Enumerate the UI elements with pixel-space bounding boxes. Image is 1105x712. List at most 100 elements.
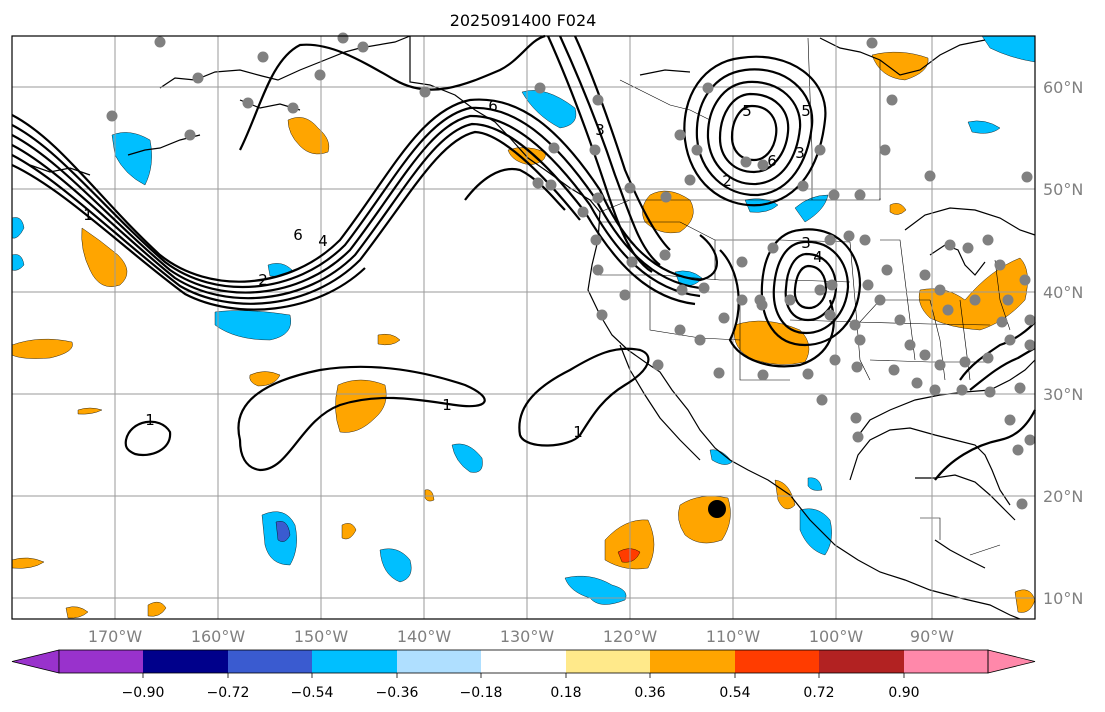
contour-line <box>124 420 172 457</box>
station-marker <box>1024 434 1036 446</box>
contour-line <box>934 409 1036 481</box>
contour-label: 3 <box>801 234 811 252</box>
station-marker <box>736 294 748 306</box>
contour-line <box>730 104 778 162</box>
station-marker <box>982 234 994 246</box>
positive-patch <box>81 227 128 287</box>
station-marker <box>626 256 638 268</box>
latitude-labels: 60°N 50°N 40°N 30°N 20°N 10°N <box>1043 78 1083 608</box>
colorbar <box>11 649 1036 678</box>
contour-label: 4 <box>813 248 823 266</box>
station-marker <box>192 72 204 84</box>
contour-line <box>558 35 661 266</box>
station-marker <box>652 359 664 371</box>
station-marker <box>589 144 601 156</box>
lon-label-160w: 160°W <box>191 627 246 646</box>
contour-label: 5 <box>742 102 752 120</box>
lat-label-20n: 20°N <box>1043 487 1083 506</box>
station-marker <box>816 394 828 406</box>
station-marker <box>994 259 1006 271</box>
station-marker <box>756 299 768 311</box>
station-marker <box>814 284 826 296</box>
station-marker <box>676 284 688 296</box>
colorbar-extend-low <box>11 649 60 674</box>
contour-line <box>11 130 581 305</box>
station-marker <box>797 180 809 192</box>
colorbar-segment <box>143 650 228 673</box>
station-marker <box>1002 294 1014 306</box>
station-marker <box>1024 339 1036 351</box>
station-marker <box>698 282 710 294</box>
colorbar-segment <box>481 650 566 673</box>
lon-label-100w: 100°W <box>809 627 864 646</box>
station-marker <box>924 170 936 182</box>
lat-label-30n: 30°N <box>1043 385 1083 404</box>
station-marker <box>962 242 974 254</box>
station-marker <box>942 304 954 316</box>
station-marker <box>862 279 874 291</box>
station-marker <box>984 386 996 398</box>
negative-patch <box>521 90 577 129</box>
colorbar-tick-label: 0.90 <box>888 685 919 701</box>
contour-line <box>695 68 814 197</box>
station-marker <box>959 356 971 368</box>
contour-label: 3 <box>595 121 605 139</box>
contour-label: 5 <box>801 102 811 120</box>
station-marker <box>592 94 604 106</box>
colorbar-segment <box>819 650 904 673</box>
contour-line <box>793 264 828 310</box>
lon-label-90w: 90°W <box>910 627 954 646</box>
contour-line <box>518 347 650 447</box>
positive-patch <box>377 333 401 346</box>
station-marker <box>944 239 956 251</box>
storm-center-marker <box>708 500 726 518</box>
station-marker <box>854 334 866 346</box>
station-marker <box>184 129 196 141</box>
station-marker <box>879 144 891 156</box>
contour-label: 3 <box>795 144 805 162</box>
stations <box>106 32 1036 510</box>
station-marker <box>154 36 166 48</box>
contour-label: 4 <box>318 232 328 250</box>
station-marker <box>659 249 671 261</box>
negative-patch <box>967 120 1001 134</box>
station-marker <box>1014 382 1026 394</box>
contour-line <box>11 164 366 311</box>
station-marker <box>1012 444 1024 456</box>
contour-label: 2 <box>722 172 732 190</box>
colorbar-tick-label: 0.36 <box>634 685 665 701</box>
station-marker <box>106 110 118 122</box>
colorbar-tick-labels: −0.90 −0.72 −0.54 −0.36 −0.18 0.18 0.36 … <box>122 685 920 701</box>
station-marker <box>929 384 941 396</box>
station-marker <box>694 334 706 346</box>
station-marker <box>691 144 703 156</box>
contour-line <box>11 122 696 306</box>
positive-patch <box>871 51 929 81</box>
station-marker <box>881 264 893 276</box>
colorbar-tick-label: 0.18 <box>550 685 581 701</box>
lat-label-40n: 40°N <box>1043 283 1083 302</box>
station-marker <box>888 364 900 376</box>
station-marker <box>242 97 254 109</box>
positive-patch <box>11 557 45 569</box>
contour-line <box>546 35 653 273</box>
station-marker <box>619 289 631 301</box>
lon-label-110w: 110°W <box>706 627 761 646</box>
station-marker <box>956 384 968 396</box>
station-marker <box>934 359 946 371</box>
contour-label: 6 <box>293 226 303 244</box>
station-marker <box>713 367 725 379</box>
lat-label-50n: 50°N <box>1043 180 1083 199</box>
contour-line <box>706 80 802 186</box>
contour-line <box>11 114 701 298</box>
positive-patch <box>774 479 796 510</box>
station-marker <box>919 349 931 361</box>
negative-patch <box>451 443 483 473</box>
positive-patch <box>341 523 357 540</box>
negative-patch <box>807 477 823 491</box>
station-marker <box>843 230 855 242</box>
colorbar-segment <box>59 650 143 673</box>
station-marker <box>829 354 841 366</box>
station-marker <box>919 269 931 281</box>
